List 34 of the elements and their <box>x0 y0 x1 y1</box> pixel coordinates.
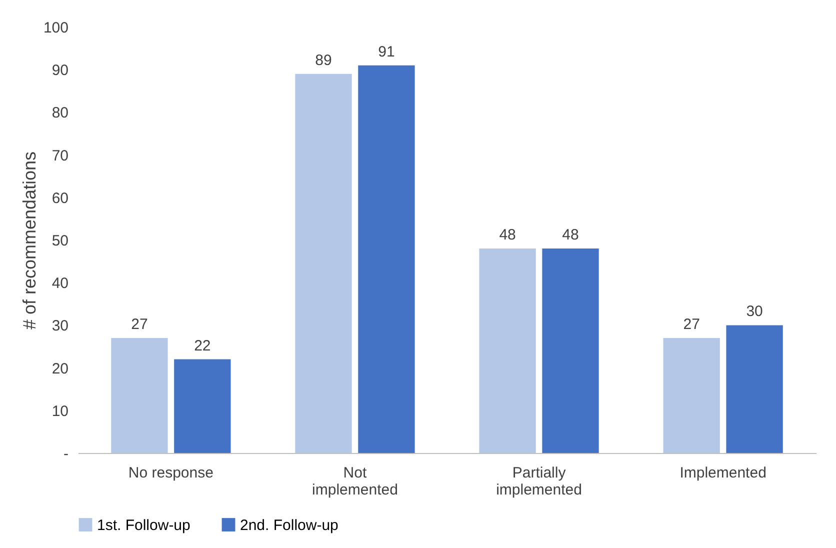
data-label: 89 <box>315 52 332 69</box>
y-tick-label: 50 <box>52 232 68 250</box>
x-tick-label: Not implemented <box>312 464 398 498</box>
bar <box>174 359 231 453</box>
data-label: 48 <box>499 226 516 244</box>
y-tick-label: 90 <box>52 62 68 80</box>
bar <box>726 325 783 453</box>
data-label: 30 <box>746 303 763 320</box>
y-tick-label: 80 <box>52 104 68 122</box>
y-tick-label: 70 <box>52 147 68 164</box>
bar <box>479 248 536 453</box>
data-label: 48 <box>562 226 579 244</box>
bar <box>111 338 168 453</box>
bar <box>663 338 720 453</box>
y-tick-label: 30 <box>52 318 68 335</box>
x-tick-label: No response <box>128 464 214 482</box>
y-tick-label: 100 <box>43 20 68 36</box>
y-tick-label: 60 <box>52 190 68 207</box>
data-label: 91 <box>378 43 395 60</box>
data-label: 27 <box>683 316 700 333</box>
y-tick-label: - <box>64 446 68 462</box>
y-tick-label: 40 <box>52 275 68 292</box>
y-tick-label: 10 <box>52 402 68 420</box>
x-tick-label: Partially implemented <box>496 464 582 498</box>
bar <box>542 248 599 453</box>
bar <box>358 65 415 453</box>
data-label: 27 <box>131 316 148 333</box>
legend-label: 2nd. Follow-up <box>240 516 338 534</box>
x-tick-label: Implemented <box>680 464 766 482</box>
data-label: 22 <box>194 337 211 354</box>
y-tick-label: 20 <box>52 360 68 378</box>
y-axis-title: # of recommendations <box>19 151 40 330</box>
legend-label: 1st. Follow-up <box>97 516 190 534</box>
bar <box>295 74 352 453</box>
